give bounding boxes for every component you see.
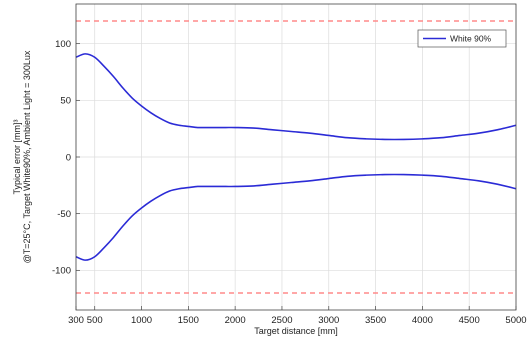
y-tick-label-0: 0 (66, 152, 71, 163)
x-tick-label-4500: 4500 (459, 315, 480, 326)
y-tick-label--50: -50 (57, 209, 71, 220)
y-tick-label--100: -100 (52, 266, 71, 277)
y-tick-label-50: 50 (60, 96, 71, 107)
x-tick-label-1000: 1000 (131, 315, 152, 326)
x-tick-label-2000: 2000 (225, 315, 246, 326)
x-tick-label-4000: 4000 (412, 315, 433, 326)
y-tick-label-100: 100 (55, 39, 71, 50)
y-axis-label-line-1: @T=25°C, Target White90%, Ambient Light … (22, 50, 32, 263)
x-tick-label-5000: 5000 (505, 315, 526, 326)
x-tick-label-500: 500 (87, 315, 103, 326)
series-0-upper-line (75, 53, 517, 141)
x-axis-ticks: 300 500 1000 1500 2000 2500 3000 3500 4000 4500 50… (68, 306, 527, 326)
x-tick-label-3500: 3500 (365, 315, 386, 326)
x-tick-label-2500: 2500 (271, 315, 292, 326)
y-axis-label-line-2: Typical error [mm]³ (12, 119, 22, 194)
legend-box (417, 29, 507, 48)
x-axis-label: Target distance [mm] (254, 326, 338, 336)
legend: White 90% (417, 29, 507, 48)
limit-lines (76, 20, 516, 294)
y-axis-ticks: -100 -50 0 50 100 (52, 39, 80, 277)
x-tick-label-300: 300 (68, 315, 84, 326)
legend-label-white-90: White 90% (450, 34, 492, 44)
x-tick-label-3000: 3000 (318, 315, 339, 326)
x-tick-label-1500: 1500 (178, 315, 199, 326)
series-group (75, 53, 517, 261)
series-0-lower-line (75, 173, 517, 261)
